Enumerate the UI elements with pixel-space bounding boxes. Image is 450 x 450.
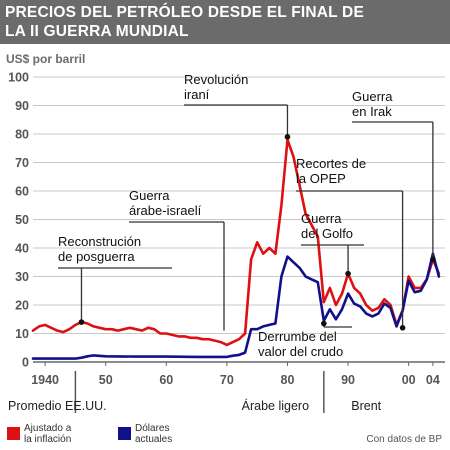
annotation-dot-irak xyxy=(430,256,436,263)
title-bar: PRECIOS DEL PETRÓLEO DESDE EL FINAL DE L… xyxy=(0,0,450,44)
x-tick-label-2000: 00 xyxy=(402,373,416,387)
annotation-dot-reconstruccion xyxy=(78,319,85,325)
period-label-2: Brent xyxy=(351,399,381,413)
y-tick-label-90: 90 xyxy=(15,99,29,113)
x-tick-label-1950: 50 xyxy=(99,373,113,387)
x-tick-label-2004: 04 xyxy=(426,373,440,387)
period-label-1: Árabe ligero xyxy=(242,398,309,413)
annotation-dot-opep xyxy=(399,325,406,331)
y-tick-label-80: 80 xyxy=(15,128,29,142)
series-line-adjusted xyxy=(31,138,441,347)
x-tick-label-1940: 1940 xyxy=(31,373,59,387)
y-axis-label: US$ por barril xyxy=(6,52,86,66)
x-tick-label-1980: 80 xyxy=(281,373,295,387)
legend-swatch-adjusted xyxy=(7,427,20,440)
legend-swatch-nominal xyxy=(118,427,131,440)
legend-label-nominal: Dólares actuales xyxy=(135,423,173,445)
y-tick-label-10: 10 xyxy=(15,327,29,341)
annotation-revolucion-irani: Revolución iraní xyxy=(184,72,248,102)
y-tick-label-40: 40 xyxy=(15,242,29,256)
annotation-dot-golfo xyxy=(345,270,351,277)
annotation-guerra-arabe: Guerra árabe-israelí xyxy=(129,188,202,218)
x-tick-label-1990: 90 xyxy=(341,373,355,387)
y-tick-label-70: 70 xyxy=(15,156,29,170)
series-line-nominal xyxy=(31,252,441,360)
y-tick-label-0: 0 xyxy=(22,356,29,370)
y-tick-label-50: 50 xyxy=(15,213,29,227)
legend: Ajustado a la inflación Dólares actuales xyxy=(0,418,450,450)
legend-label-adjusted: Ajustado a la inflación xyxy=(24,423,72,445)
y-tick-label-20: 20 xyxy=(15,299,29,313)
annotation-guerra-golfo: Guerra del Golfo xyxy=(301,211,353,241)
annotation-derrumbe: Derrumbe del valor del crudo xyxy=(258,329,343,359)
x-tick-label-1960: 60 xyxy=(159,373,173,387)
annotation-reconstruccion: Reconstrución de posguerra xyxy=(58,234,141,264)
y-tick-label-30: 30 xyxy=(15,270,29,284)
chart-title: PRECIOS DEL PETRÓLEO DESDE EL FINAL DE L… xyxy=(5,4,364,40)
y-tick-label-60: 60 xyxy=(15,185,29,199)
annotation-guerra-irak: Guerra en Irak xyxy=(352,89,393,119)
x-tick-label-1970: 70 xyxy=(220,373,234,387)
source-note: Con datos de BP xyxy=(366,434,442,445)
annotation-recortes-opep: Recortes de la OPEP xyxy=(296,156,366,186)
period-label-0: Promedio EE.UU. xyxy=(8,399,107,413)
price-chart: 0 10 20 30 40 50 60 70 80 90 100 1940 50 60 70 80 90 00 04… xyxy=(8,71,445,413)
annotation-dot-revolucion xyxy=(284,134,291,140)
y-tick-label-100: 100 xyxy=(8,71,29,85)
annotation-dot-derrumbe xyxy=(321,320,327,327)
